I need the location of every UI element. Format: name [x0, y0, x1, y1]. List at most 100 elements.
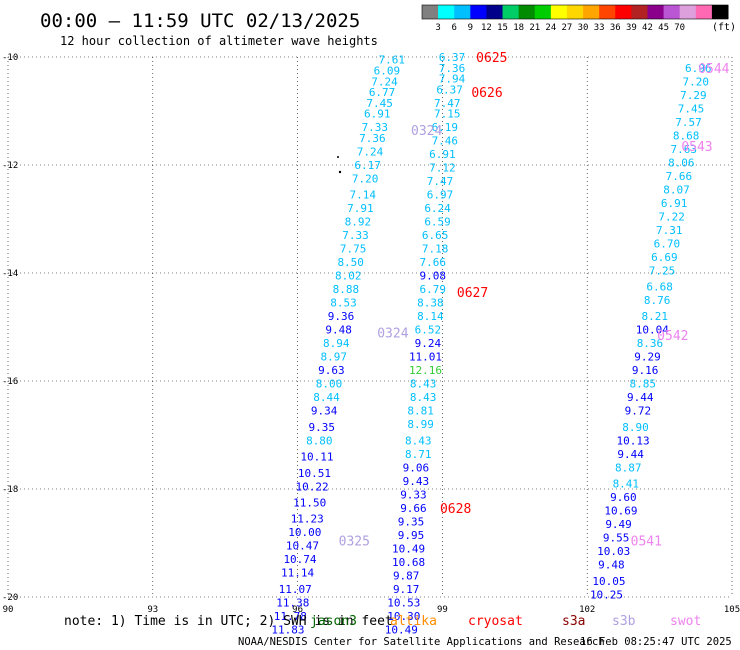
- pass-label: 0628: [440, 502, 471, 517]
- wave-height-label: 7.66: [419, 256, 446, 269]
- wave-height-label: 9.34: [311, 405, 338, 418]
- colorbar-label: 39: [626, 23, 637, 33]
- pass-label: 0543: [681, 140, 712, 155]
- wave-height-label: 8.43: [410, 378, 437, 391]
- pass-label: 0324: [377, 326, 408, 341]
- wave-height-label: 10.22: [296, 480, 329, 493]
- wave-height-label: 9.17: [393, 583, 420, 596]
- colorbar-label: 12: [481, 23, 492, 33]
- wave-height-label: 8.00: [316, 378, 343, 391]
- wave-height-label: 11.01: [409, 351, 442, 364]
- wave-height-label: 7.31: [656, 224, 683, 237]
- wave-height-label: 8.06: [668, 156, 695, 169]
- colorbar-swatch: [566, 5, 584, 19]
- colorbar-swatch: [534, 5, 552, 19]
- wave-height-label: 8.02: [335, 270, 362, 283]
- wave-height-label: 9.08: [419, 270, 446, 283]
- wave-height-label: 10.13: [616, 434, 649, 447]
- colorbar-swatch: [599, 5, 616, 19]
- wave-height-label: 8.14: [417, 310, 444, 323]
- wave-height-label: 9.36: [328, 310, 355, 323]
- wave-height-label: 7.61: [378, 54, 405, 67]
- colorbar-swatch: [470, 5, 487, 19]
- wave-height-label: 9.55: [603, 532, 630, 545]
- wave-height-label: 9.24: [415, 337, 442, 350]
- colorbar-label: 30: [578, 23, 589, 33]
- x-tick-label: 90: [3, 605, 14, 615]
- wave-height-label: 9.48: [598, 559, 625, 572]
- colorbar-swatch: [615, 5, 632, 19]
- wave-height-label: 6.91: [429, 148, 456, 161]
- chart-subtitle: 12 hour collection of altimeter wave hei…: [60, 34, 378, 48]
- wave-height-label: 7.63: [670, 143, 697, 156]
- colorbar-swatch: [486, 5, 504, 19]
- pass-label: 0325: [339, 534, 370, 549]
- satellite-legend: jason3 altika cryosat s3a s3b swot: [310, 614, 701, 629]
- wave-height-label: 7.66: [666, 170, 693, 183]
- wave-height-label: 11.23: [291, 513, 324, 526]
- x-tick-label: 105: [724, 605, 740, 615]
- wave-height-label: 8.94: [323, 337, 350, 350]
- colorbar-swatch: [454, 5, 471, 19]
- y-tick-label: -10: [2, 53, 18, 63]
- y-tick-label: -18: [2, 485, 18, 495]
- wave-height-label: 7.12: [429, 162, 456, 175]
- y-tick-label: -16: [2, 377, 18, 387]
- wave-height-label: 8.44: [313, 391, 340, 404]
- wave-height-label: 8.07: [663, 183, 690, 196]
- y-tick-label: -12: [2, 161, 18, 171]
- wave-height-label: 10.49: [385, 623, 418, 636]
- satellite-legend-item: altika: [390, 614, 437, 629]
- wave-height-label: 11.14: [281, 567, 314, 580]
- colorbar-swatch: [679, 5, 697, 19]
- colorbar-label: 6: [451, 23, 456, 33]
- pass-label: 0625: [476, 51, 507, 66]
- wave-height-label: 8.90: [622, 421, 649, 434]
- wave-height-label: 10.05: [592, 575, 625, 588]
- wave-height-label: 8.36: [637, 337, 664, 350]
- wave-height-label: 8.43: [410, 391, 437, 404]
- island-dot: [337, 156, 339, 158]
- wave-height-label: 9.72: [625, 405, 652, 418]
- satellite-legend-item: s3b: [612, 614, 636, 629]
- wave-height-label: 11.78: [274, 610, 307, 623]
- wave-height-label: 8.97: [321, 351, 348, 364]
- colorbar-swatch: [422, 5, 439, 19]
- wave-height-label: 6.19: [432, 121, 459, 134]
- wave-height-label: 9.33: [400, 488, 427, 501]
- y-tick-label: -20: [2, 593, 18, 603]
- wave-height-label: 6.59: [424, 216, 451, 229]
- wave-height-label: 7.24: [371, 75, 398, 88]
- wave-height-label: 7.47: [427, 175, 454, 188]
- colorbar-label: 36: [610, 23, 621, 33]
- pass-label: 0324: [411, 124, 442, 139]
- wave-height-label: 9.44: [617, 448, 644, 461]
- colorbar-legend: 3 6 9 12 15 18 21 24 27 30 33 36 39 42 45 70: [421, 4, 729, 33]
- wave-height-label: 7.29: [680, 89, 707, 102]
- island-marks: [337, 156, 342, 174]
- wave-height-label: 10.68: [392, 556, 425, 569]
- colorbar-swatch: [663, 5, 681, 19]
- y-tick-label: -14: [2, 269, 18, 279]
- wave-height-label: 8.53: [330, 297, 357, 310]
- wave-height-label: 9.43: [403, 475, 430, 488]
- wave-height-label: 8.76: [644, 294, 671, 307]
- colorbar-swatch: [711, 5, 729, 19]
- wave-height-label: 7.24: [357, 146, 384, 159]
- colorbar-label: 15: [497, 23, 508, 33]
- timestamp: 16 Feb 08:25:47 UTC 2025: [580, 636, 732, 648]
- wave-height-label: 8.68: [673, 129, 700, 142]
- wave-height-label: 10.00: [288, 526, 321, 539]
- wave-height-label: 9.63: [318, 364, 345, 377]
- wave-height-label: 9.95: [398, 529, 425, 542]
- wave-height-label: 7.15: [434, 108, 461, 121]
- wave-height-label: 10.03: [597, 545, 630, 558]
- wave-height-label: 6.65: [422, 229, 449, 242]
- colorbar-frame: [421, 4, 729, 20]
- wave-height-label: 6.91: [364, 108, 391, 121]
- wave-height-label: 8.92: [345, 216, 372, 229]
- wave-height-label: 10.30: [387, 610, 420, 623]
- wave-height-label: 9.44: [627, 391, 654, 404]
- x-tick-label: 93: [147, 605, 158, 615]
